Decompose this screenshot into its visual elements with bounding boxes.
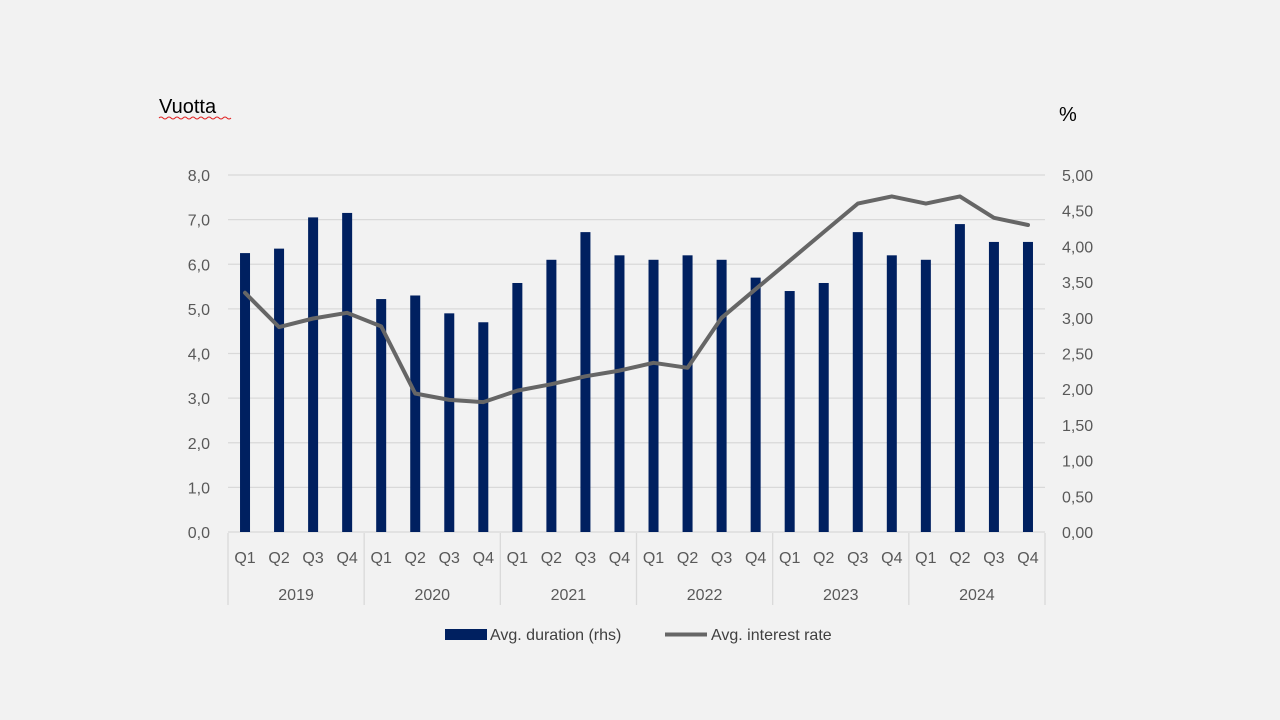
- bar: [818, 282, 829, 532]
- quarter-label: Q3: [302, 550, 323, 567]
- right-tick-label: 3,50: [1062, 275, 1093, 292]
- right-tick-label: 4,00: [1062, 239, 1093, 256]
- left-tick-label: 1,0: [188, 480, 210, 497]
- quarter-label: Q1: [915, 550, 936, 567]
- year-label: 2023: [823, 587, 859, 604]
- bar: [886, 255, 897, 532]
- year-label: 2020: [414, 587, 450, 604]
- left-tick-label: 6,0: [188, 257, 210, 274]
- bar: [716, 259, 727, 532]
- year-label: 2019: [278, 587, 314, 604]
- right-axis: 0,00 0,50 1,00 1,50 2,00 2,50 3,00 3,50 4,00 4,50…: [1062, 168, 1093, 542]
- left-tick-label: 7,0: [188, 213, 210, 230]
- left-tick-label: 5,0: [188, 302, 210, 319]
- bar: [784, 291, 795, 532]
- quarter-label: Q3: [983, 550, 1004, 567]
- left-tick-label: 8,0: [188, 168, 210, 185]
- bar: [240, 253, 251, 532]
- bar: [342, 212, 353, 532]
- right-tick-label: 3,00: [1062, 311, 1093, 328]
- quarter-label: Q4: [609, 550, 630, 567]
- quarter-label: Q4: [1017, 550, 1038, 567]
- right-tick-label: 2,50: [1062, 347, 1093, 364]
- quarter-label: Q3: [575, 550, 596, 567]
- year-label: 2024: [959, 587, 995, 604]
- quarter-label: Q2: [268, 550, 289, 567]
- bar: [546, 259, 557, 532]
- year-label: 2022: [687, 587, 723, 604]
- bar-series: [240, 212, 1033, 533]
- x-axis: Q1 Q2 Q3 Q4 Q1 Q2 Q3 Q4 Q1 Q2 Q3 Q4 Q1 Q2 Q3 Q4 Q1 Q2 Q3 Q4…: [227, 533, 1046, 605]
- bar: [580, 232, 591, 532]
- right-axis-unit: %: [1059, 104, 1077, 126]
- legend-swatch-duration: [445, 629, 487, 640]
- quarter-label: Q1: [643, 550, 664, 567]
- left-tick-label: 2,0: [188, 436, 210, 453]
- bar: [648, 259, 659, 532]
- quarter-label: Q3: [439, 550, 460, 567]
- quarter-label: Q1: [371, 550, 392, 567]
- quarter-label: Q3: [711, 550, 732, 567]
- quarter-label: Q1: [234, 550, 255, 567]
- bar: [444, 313, 455, 532]
- legend-label-duration: Avg. duration (rhs): [490, 627, 621, 644]
- bar: [954, 224, 965, 532]
- bar: [1022, 241, 1033, 532]
- quarter-label: Q2: [949, 550, 970, 567]
- left-axis-unit: Vuotta: [159, 96, 217, 118]
- bar: [274, 248, 285, 532]
- bar: [410, 295, 421, 532]
- quarter-label: Q4: [336, 550, 357, 567]
- right-tick-label: 2,00: [1062, 382, 1093, 399]
- right-tick-label: 1,50: [1062, 418, 1093, 435]
- bar: [988, 241, 999, 532]
- right-tick-label: 4,50: [1062, 204, 1093, 221]
- quarter-label: Q3: [847, 550, 868, 567]
- legend: Avg. duration (rhs) Avg. interest rate: [445, 627, 832, 644]
- right-tick-label: 1,00: [1062, 454, 1093, 471]
- quarter-label: Q1: [779, 550, 800, 567]
- quarter-label: Q2: [677, 550, 698, 567]
- quarter-label: Q4: [881, 550, 902, 567]
- bar: [512, 282, 523, 532]
- interest-rate-line: [243, 194, 1030, 405]
- left-tick-label: 3,0: [188, 391, 210, 408]
- right-tick-label: 5,00: [1062, 168, 1093, 185]
- left-axis: 0,0 1,0 2,0 3,0 4,0 5,0 6,0 7,0 8,0: [188, 168, 210, 542]
- quarter-label: Q2: [541, 550, 562, 567]
- bar: [478, 322, 489, 532]
- quarter-label: Q2: [405, 550, 426, 567]
- left-tick-label: 0,0: [188, 525, 210, 542]
- bar: [682, 255, 693, 532]
- right-tick-label: 0,00: [1062, 525, 1093, 542]
- bar: [614, 255, 625, 532]
- quarter-label: Q4: [473, 550, 494, 567]
- bar: [376, 299, 387, 532]
- year-label: 2021: [551, 587, 587, 604]
- line-series: [243, 194, 1030, 405]
- bar: [920, 259, 931, 532]
- bar: [852, 232, 863, 532]
- bar: [750, 277, 761, 532]
- legend-label-interest-rate: Avg. interest rate: [711, 627, 832, 644]
- quarter-label: Q4: [745, 550, 766, 567]
- gridlines: [228, 174, 1045, 533]
- bar: [308, 217, 319, 533]
- quarter-label: Q1: [507, 550, 528, 567]
- left-tick-label: 4,0: [188, 347, 210, 364]
- spellcheck-underline: [158, 116, 232, 120]
- quarter-label: Q2: [813, 550, 834, 567]
- right-tick-label: 0,50: [1062, 489, 1093, 506]
